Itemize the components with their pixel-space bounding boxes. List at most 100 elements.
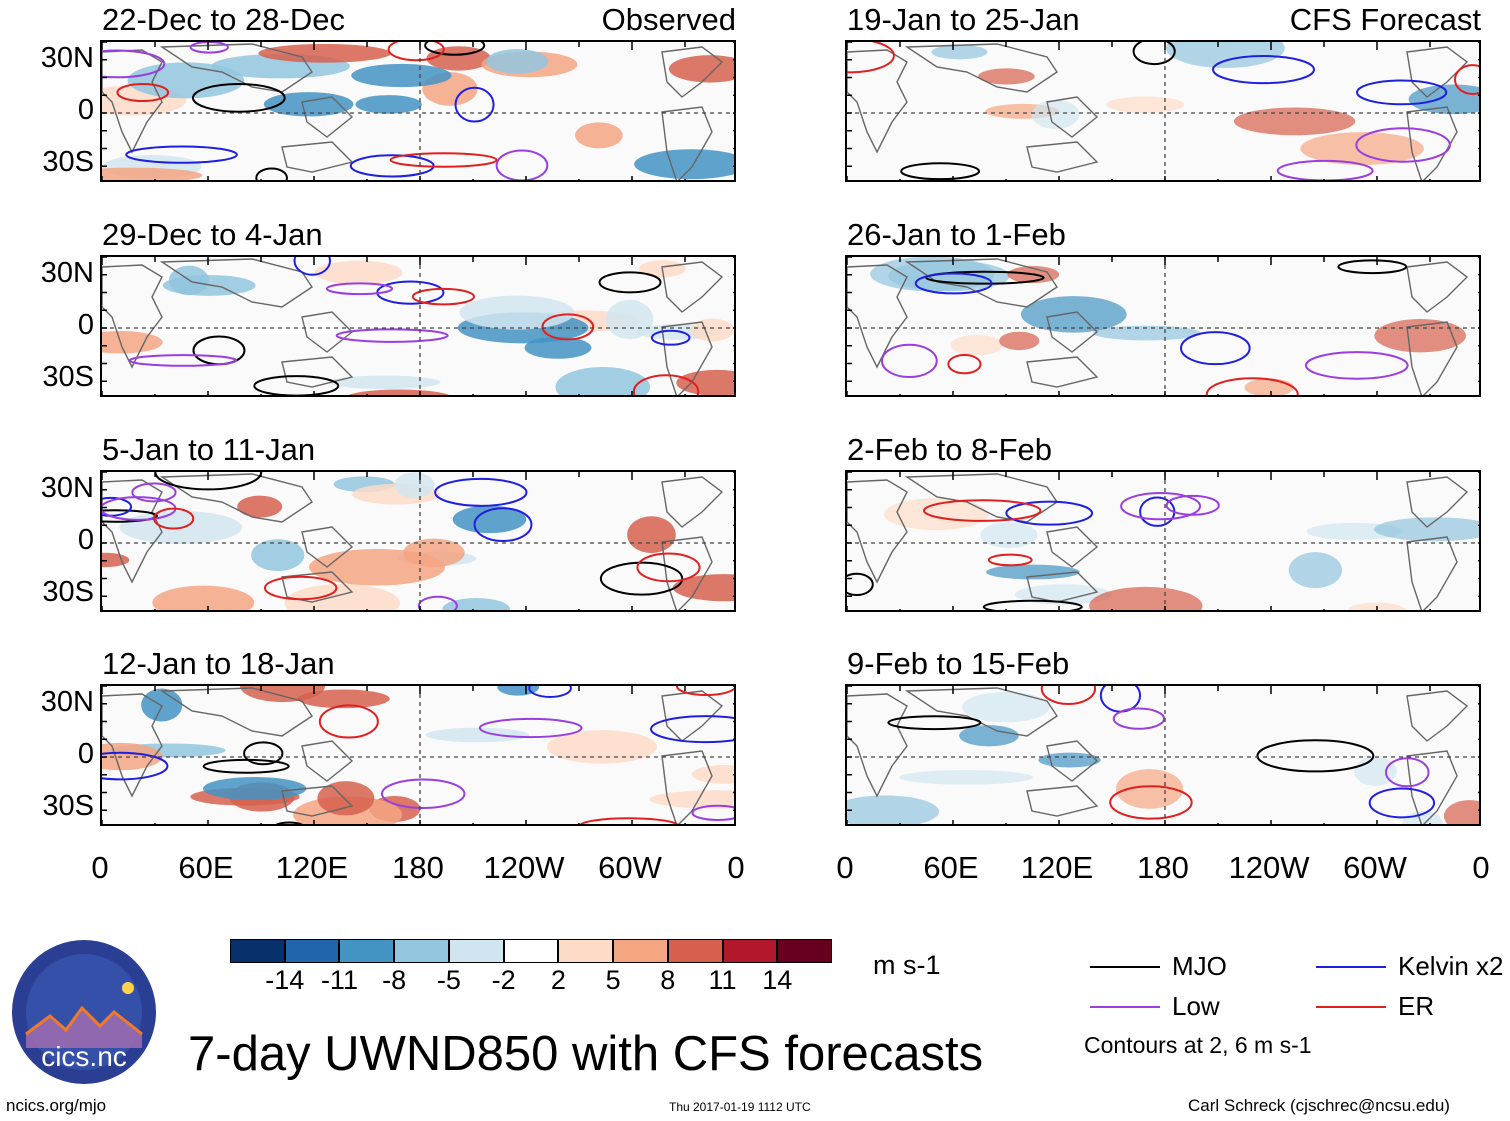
coastline — [301, 311, 354, 353]
lat-tick-label: 30S — [42, 146, 94, 178]
anomaly-shading — [980, 522, 1038, 549]
anomaly-shading — [691, 765, 734, 784]
legend-line-kelvin-x2 — [1316, 966, 1386, 968]
author-credit[interactable]: Carl Schreck (cjschrec@ncsu.edu) — [1188, 1096, 1450, 1115]
coastline — [1026, 356, 1099, 388]
coastline — [904, 258, 1058, 308]
contour-mjo — [1132, 42, 1176, 66]
colorbar-swatch — [284, 939, 340, 963]
anomaly-shading — [668, 55, 734, 83]
coastline — [1406, 690, 1469, 742]
contour-low — [691, 804, 734, 821]
lat-tick-label: 30N — [40, 472, 94, 504]
lon-tick-label: 0 — [91, 850, 109, 885]
coastline — [847, 264, 908, 369]
anomaly-shading — [452, 505, 527, 534]
contour-mjo — [1337, 259, 1408, 275]
contour-er — [116, 82, 170, 103]
contour-kelvin-x2 — [125, 145, 238, 164]
anomaly-shading — [978, 68, 1035, 85]
lon-tick-label: 120E — [275, 850, 349, 885]
coastline — [847, 693, 908, 798]
contour-low — [380, 778, 466, 809]
coastline — [1026, 785, 1099, 817]
contour-kelvin-x2 — [650, 715, 734, 744]
contour-kelvin-x2 — [454, 86, 495, 123]
colorbar-tick-label: 11 — [708, 965, 737, 995]
anomaly-shading — [986, 564, 1080, 580]
anomaly-shading — [605, 299, 654, 340]
coastline — [1026, 571, 1099, 603]
lat-tick-label: 0 — [77, 524, 94, 556]
contour-note: Contours at 2, 6 m s-1 — [1084, 1032, 1312, 1058]
coastline — [1046, 526, 1099, 568]
anomaly-shading — [251, 539, 305, 572]
coastline — [301, 96, 354, 138]
contour-low — [495, 149, 549, 180]
lon-tick-label: 120E — [1020, 850, 1094, 885]
contour-er — [387, 42, 445, 62]
colorbar-swatch — [667, 939, 723, 963]
contour-low — [1165, 494, 1220, 516]
anomaly-shading — [962, 691, 1050, 723]
legend-label: Kelvin x2 — [1398, 951, 1504, 981]
colorbar-tick-label: 8 — [660, 965, 676, 995]
colorbar-swatch — [448, 939, 504, 963]
anomaly-shading — [931, 44, 988, 60]
anomaly-shading — [1089, 586, 1203, 610]
map-panel — [100, 40, 736, 182]
lat-tick-label: 30S — [42, 361, 94, 393]
contour-mjo — [598, 271, 662, 294]
contour-kelvin-x2 — [102, 751, 169, 781]
coastline — [847, 49, 908, 154]
contour-low — [335, 328, 449, 343]
forecast-label: CFS Forecast — [1289, 2, 1481, 37]
coastline — [1046, 96, 1099, 138]
contour-mjo — [599, 561, 684, 596]
contour-low — [189, 42, 229, 54]
coastline — [301, 740, 354, 782]
contour-kelvin-x2 — [528, 686, 572, 698]
anomaly-shading — [1031, 100, 1080, 129]
panel-title: 5-Jan to 11-Jan — [102, 432, 316, 467]
coastline — [301, 526, 354, 568]
anomaly-shading — [314, 260, 403, 285]
colorbar-tick-label: 14 — [762, 965, 793, 995]
contour-er — [847, 42, 895, 74]
coastline — [661, 46, 724, 98]
anomaly-shading — [884, 498, 989, 531]
lon-tick-label: 0 — [1472, 850, 1490, 885]
lat-tick-label: 0 — [77, 309, 94, 341]
site-url[interactable]: ncics.org/mjo — [6, 1096, 107, 1115]
contour-mjo — [202, 758, 290, 774]
anomaly-shading — [328, 375, 441, 390]
contour-er — [632, 374, 700, 395]
colorbar-swatch — [339, 939, 395, 963]
coastline — [159, 258, 313, 308]
map-panel — [845, 255, 1481, 397]
anomaly-shading — [141, 688, 183, 722]
coastline — [102, 264, 163, 369]
colorbar-tick-label: -8 — [382, 965, 407, 995]
coastline — [159, 473, 313, 523]
anomaly-shading — [555, 367, 650, 395]
contour-low — [131, 482, 177, 503]
coastline — [102, 693, 163, 798]
coastline — [159, 687, 313, 737]
coastline — [1406, 261, 1469, 313]
map-panel — [100, 255, 736, 397]
anomaly-shading — [950, 334, 1003, 356]
colorbar-swatch — [558, 939, 614, 963]
colorbar-tick-label: -14 — [265, 965, 305, 995]
panel-title: 12-Jan to 18-Jan — [102, 646, 335, 681]
contour-kelvin-x2 — [1005, 500, 1094, 526]
map-svg — [102, 257, 734, 395]
contour-mjo — [887, 715, 982, 731]
lon-tick-label: 60W — [598, 850, 662, 885]
map-svg — [102, 472, 734, 610]
colorbar-swatch — [394, 939, 449, 963]
contour-low — [417, 595, 458, 610]
anomaly-shading — [1300, 132, 1424, 165]
contour-er — [947, 354, 982, 375]
anomaly-shading — [634, 149, 734, 180]
